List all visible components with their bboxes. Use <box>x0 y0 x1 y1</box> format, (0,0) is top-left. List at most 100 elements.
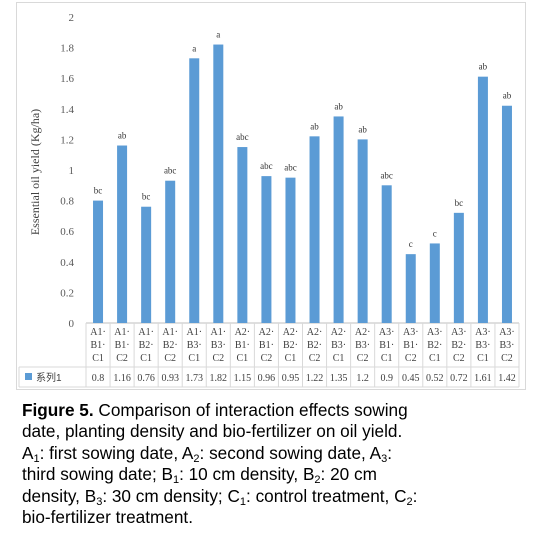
caption-label: Figure 5. <box>22 400 94 420</box>
x-tick-label: B3· <box>355 340 370 351</box>
x-tick-label: A2· <box>331 327 347 338</box>
x-tick-label: C1 <box>429 353 441 364</box>
significance-label: abc <box>284 163 297 173</box>
chart-frame: 0 0.2 0.4 0.6 0.8 1 1.2 1.4 1.6 1.8 2 Essential oil… <box>16 2 526 390</box>
bar <box>357 139 368 323</box>
figure-caption: Figure 5. Comparison of interaction effe… <box>22 400 522 528</box>
x-tick-label: B1· <box>403 340 418 351</box>
y-tick-label: 0.2 <box>60 287 74 299</box>
x-tick-label: A1· <box>211 327 227 338</box>
data-value-label: 1.61 <box>474 373 492 384</box>
significance-label: ab <box>358 124 367 134</box>
bar <box>405 254 416 323</box>
legend-label: 系列1 <box>36 371 62 384</box>
x-tick-label: B1· <box>115 340 130 351</box>
x-tick-label: B3· <box>331 340 346 351</box>
data-value-label: 1.22 <box>306 373 324 384</box>
bar <box>453 212 464 323</box>
x-tick-label: B1· <box>259 340 274 351</box>
x-tick-label: A2· <box>283 327 299 338</box>
bar <box>93 200 104 323</box>
x-tick-label: C2 <box>164 353 176 364</box>
x-tick-label: C2 <box>212 353 224 364</box>
x-tick-label: B2· <box>139 340 154 351</box>
bar <box>501 105 512 324</box>
x-tick-label: A1· <box>162 327 178 338</box>
x-tick-label: B3· <box>475 340 490 351</box>
x-tick-label: C1 <box>381 353 393 364</box>
bar <box>309 136 320 323</box>
x-tick-label: C2 <box>261 353 273 364</box>
bar <box>213 44 224 323</box>
significance-label: bc <box>142 192 151 202</box>
x-tick-label: A1· <box>138 327 154 338</box>
data-value-label: 1.2 <box>356 373 369 384</box>
data-value-label: 0.9 <box>380 373 393 384</box>
caption-subscript: 1 <box>172 474 180 487</box>
significance-label: a <box>216 30 220 40</box>
x-tick-label: B2· <box>163 340 178 351</box>
x-tick-label: A2· <box>307 327 323 338</box>
y-tick-label: 1.2 <box>60 134 74 146</box>
data-value-label: 1.73 <box>186 373 204 384</box>
caption-text: Comparison of interaction effects sowing… <box>22 400 418 528</box>
x-tick-label: A3· <box>475 327 491 338</box>
significance-label: bc <box>455 198 464 208</box>
x-tick-label: C1 <box>237 353 249 364</box>
caption-subscript: 1 <box>239 495 247 508</box>
y-tick-label: 0.8 <box>60 196 74 208</box>
bar <box>165 180 176 323</box>
significance-label: ab <box>310 121 319 131</box>
bar <box>117 145 128 323</box>
x-tick-label: C1 <box>188 353 200 364</box>
significance-label: abc <box>164 166 177 176</box>
y-tick-label: 1.4 <box>60 104 74 116</box>
caption-subscript: 2 <box>314 474 321 487</box>
bar <box>285 177 296 323</box>
x-tick-label: B2· <box>283 340 298 351</box>
x-tick-label: C2 <box>501 353 513 364</box>
significance-label: c <box>409 239 413 249</box>
bar <box>381 185 392 323</box>
bar <box>429 243 440 323</box>
y-tick-label: 1 <box>69 165 75 177</box>
x-tick-label: C1 <box>140 353 152 364</box>
x-tick-label: B1· <box>91 340 106 351</box>
x-tick-label: C2 <box>453 353 465 364</box>
significance-label: ab <box>334 101 343 111</box>
y-tick-label: 0.4 <box>60 257 74 269</box>
x-tick-label: A2· <box>235 327 251 338</box>
x-tick-label: A3· <box>499 327 515 338</box>
x-tick-label: C1 <box>477 353 489 364</box>
x-tick-label: C2 <box>116 353 128 364</box>
bar <box>261 176 272 323</box>
bar <box>189 58 200 324</box>
significance-label: abc <box>380 170 393 180</box>
significance-label: abc <box>260 161 273 171</box>
x-tick-label: C1 <box>92 353 104 364</box>
y-tick-label: 0.6 <box>60 226 74 238</box>
x-tick-label: A3· <box>403 327 419 338</box>
y-tick-label: 0 <box>69 318 75 330</box>
significance-label: ab <box>479 62 488 72</box>
caption-subscript: 3 <box>381 452 388 465</box>
significance-label: ab <box>118 131 127 141</box>
data-value-label: 1.82 <box>210 373 228 384</box>
significance-label: abc <box>236 132 249 142</box>
x-tick-label: B3· <box>187 340 202 351</box>
legend-swatch <box>25 373 32 380</box>
data-value-label: 1.35 <box>330 373 348 384</box>
data-value-label: 0.52 <box>426 373 444 384</box>
x-tick-label: C1 <box>285 353 297 364</box>
x-tick-label: B2· <box>427 340 442 351</box>
data-value-label: 1.16 <box>113 373 131 384</box>
x-tick-label: A3· <box>379 327 395 338</box>
x-tick-label: B1· <box>379 340 394 351</box>
data-value-label: 0.76 <box>137 373 155 384</box>
data-value-label: 1.42 <box>498 373 516 384</box>
bar <box>333 116 344 323</box>
significance-label: ab <box>503 91 512 101</box>
caption-subscript: 3 <box>96 495 103 508</box>
x-tick-label: B3· <box>211 340 226 351</box>
